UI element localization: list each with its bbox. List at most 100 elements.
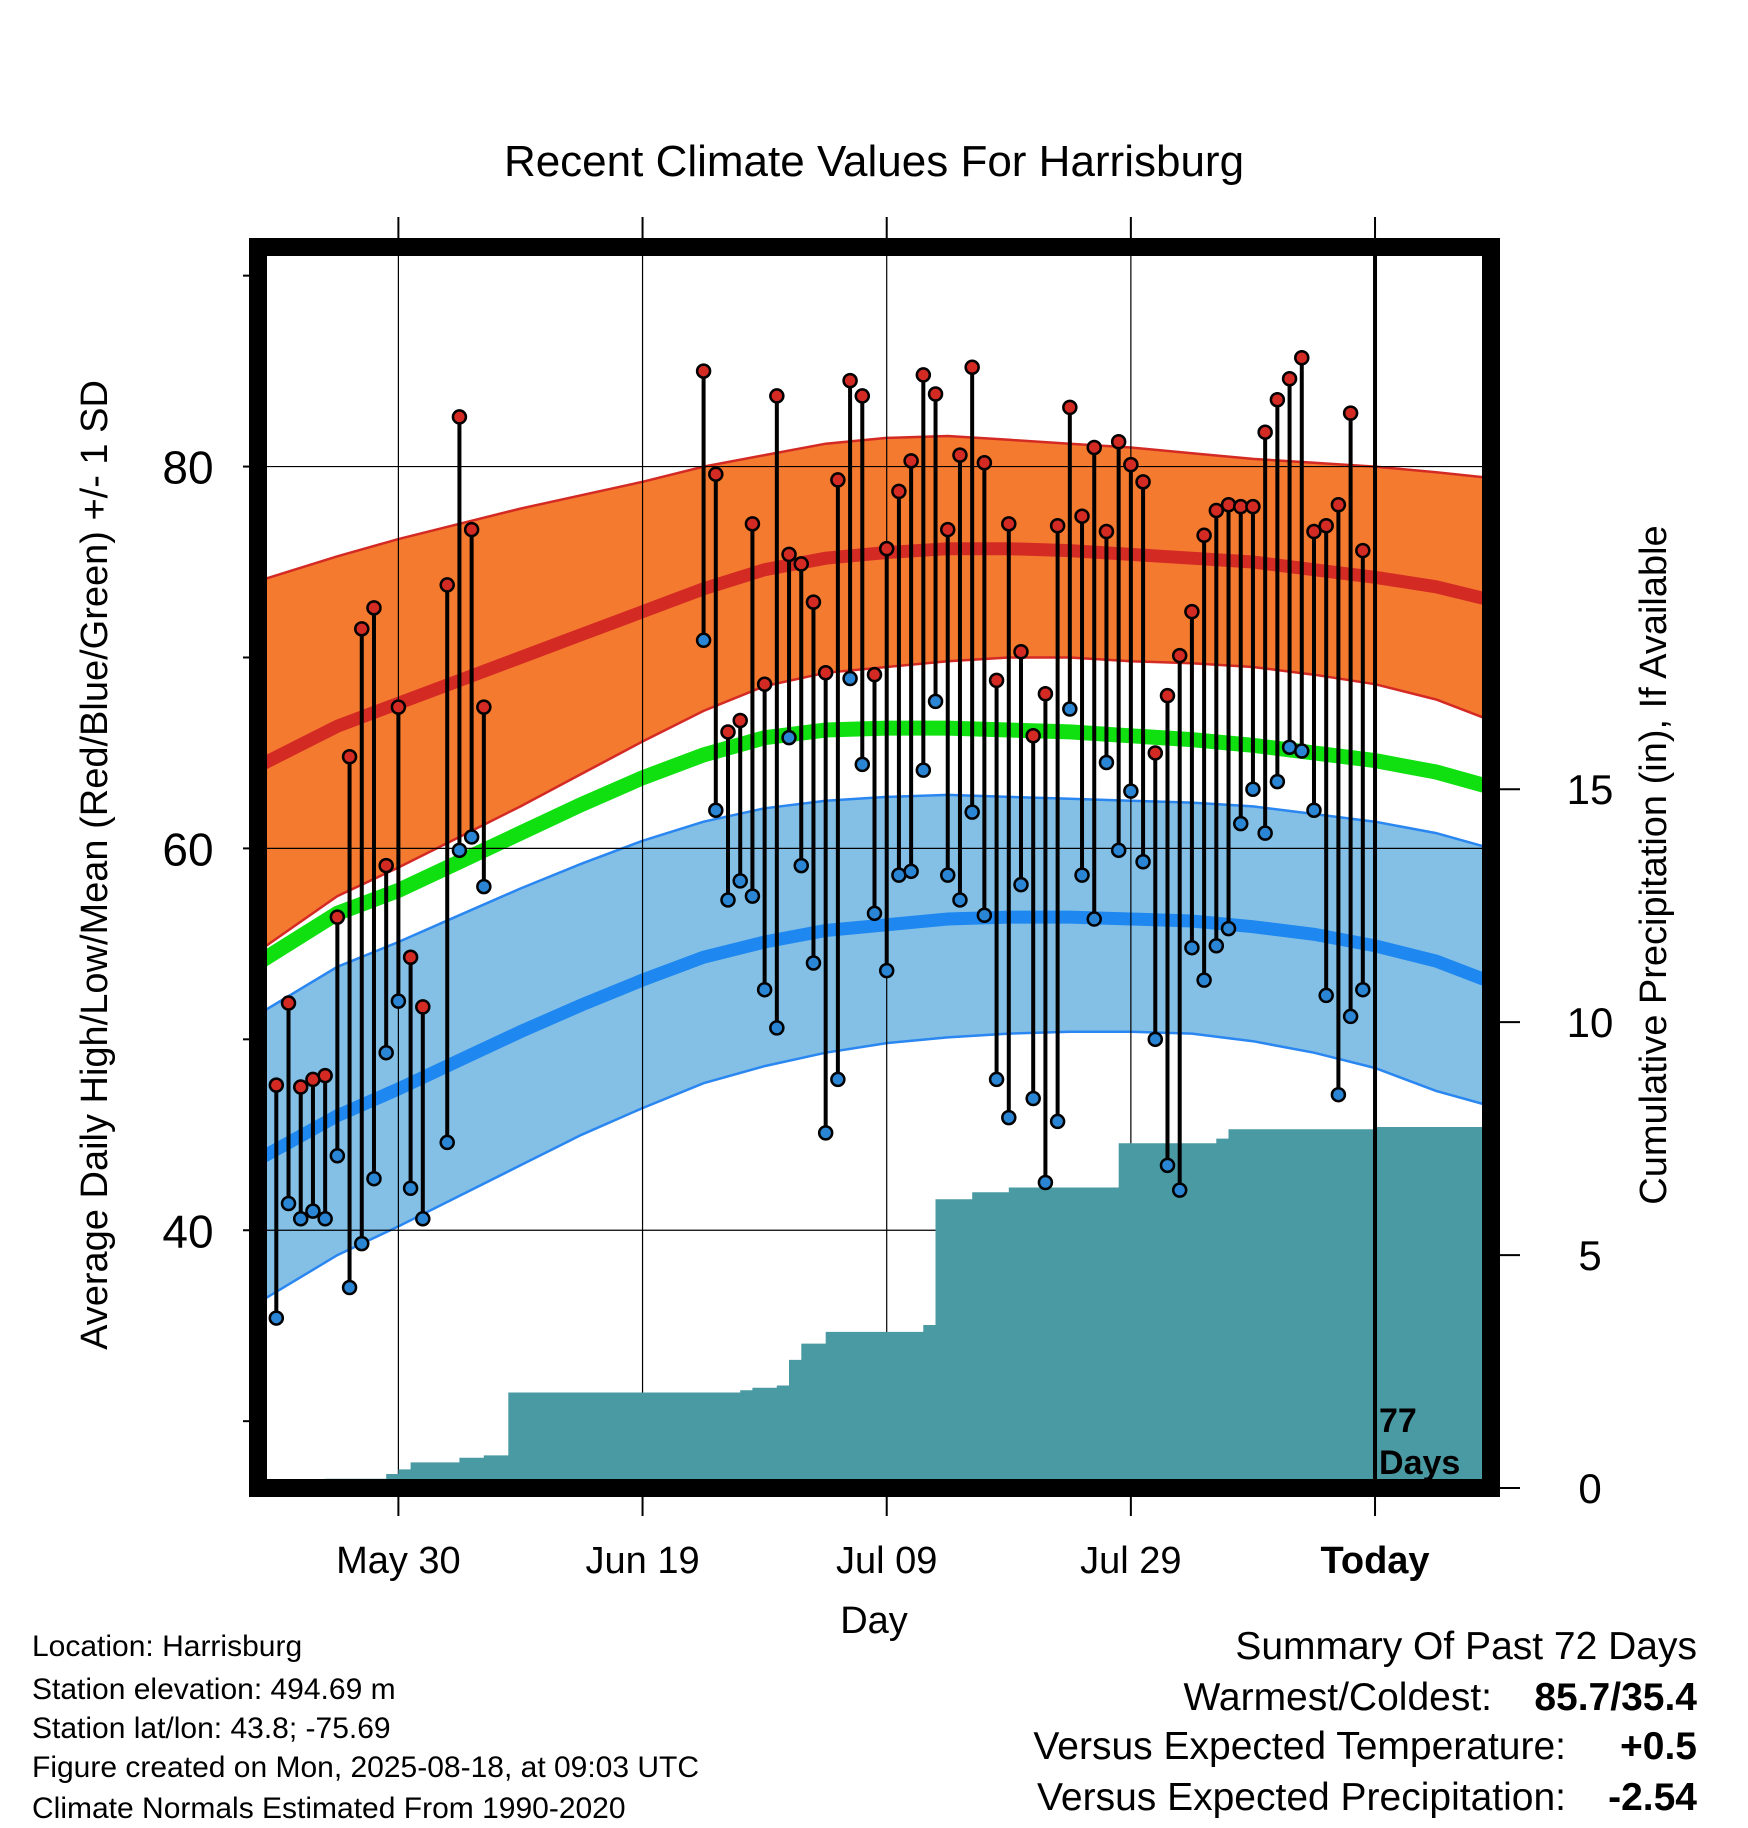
low-point — [1037, 1174, 1054, 1191]
high-point — [1330, 496, 1347, 513]
high-point — [878, 540, 895, 557]
low-point — [854, 756, 871, 773]
low-point — [1220, 920, 1237, 937]
y-tick-label-right: 10 — [1567, 999, 1614, 1046]
low-point — [1013, 876, 1029, 893]
high-point — [317, 1067, 333, 1084]
low-point — [329, 1148, 346, 1164]
low-point — [769, 1020, 785, 1036]
high-point — [1086, 439, 1102, 456]
high-point — [1281, 370, 1298, 387]
low-point — [842, 670, 858, 687]
y-tick-label-right: 15 — [1567, 766, 1614, 813]
low-point — [939, 867, 956, 883]
y-tick-label-right: 5 — [1578, 1232, 1601, 1279]
normals-text: Climate Normals Estimated From 1990-2020 — [32, 1792, 626, 1825]
x-tick-label: Today — [1320, 1540, 1429, 1582]
high-point — [1001, 516, 1017, 532]
low-point — [1086, 911, 1102, 927]
high-point — [1135, 474, 1151, 490]
low-point — [988, 1071, 1005, 1088]
low-point — [1123, 783, 1139, 799]
low-point — [378, 1044, 394, 1061]
warm-cold-value: 85.7/35.4 — [1534, 1676, 1697, 1719]
high-point — [1123, 456, 1139, 473]
high-point — [744, 516, 761, 532]
high-point — [1269, 391, 1286, 408]
today-days-label: Days — [1379, 1444, 1460, 1482]
low-point — [1330, 1086, 1347, 1103]
high-point — [1355, 542, 1371, 559]
high-point — [390, 699, 407, 715]
high-point — [268, 1077, 285, 1093]
high-point — [756, 676, 773, 692]
chart-title: Recent Climate Values For Harrisburg — [504, 137, 1244, 186]
high-point — [402, 949, 419, 965]
low-point — [1306, 802, 1322, 818]
high-point — [695, 363, 712, 379]
high-point — [976, 454, 993, 471]
high-point — [732, 712, 748, 729]
low-point — [1001, 1109, 1017, 1126]
summary-panel: Summary Of Past 72 Days Warmest/Coldest:… — [1033, 1625, 1697, 1819]
high-point — [903, 453, 919, 469]
high-point — [1257, 424, 1273, 440]
y-axis-right-label: Cumulative Precipitation (in), If Availa… — [1633, 525, 1675, 1204]
low-point — [1257, 825, 1273, 841]
plot-frame — [249, 238, 1500, 1497]
high-point — [720, 724, 736, 740]
high-point — [1159, 687, 1176, 704]
latlon-text: Station lat/lon: 43.8; -75.69 — [32, 1712, 391, 1745]
low-point — [1232, 815, 1249, 832]
low-point — [1294, 743, 1310, 759]
low-point — [976, 907, 993, 923]
low-point — [1074, 867, 1090, 883]
low-point — [695, 632, 712, 649]
high-point — [793, 556, 810, 572]
high-point — [769, 388, 785, 404]
high-point — [1184, 603, 1200, 620]
low-point — [1355, 981, 1371, 998]
x-tick-label: Jul 09 — [836, 1540, 937, 1582]
low-point — [1025, 1090, 1041, 1107]
low-point — [1245, 781, 1261, 797]
precip-value: -2.54 — [1608, 1776, 1697, 1819]
low-point — [927, 693, 944, 710]
high-point — [915, 367, 932, 383]
high-point — [952, 447, 968, 463]
low-point — [1171, 1182, 1188, 1198]
high-point — [1196, 527, 1212, 544]
low-point — [463, 829, 480, 845]
high-point — [1025, 728, 1041, 744]
low-point — [952, 892, 968, 908]
low-point — [830, 1071, 846, 1088]
low-point — [366, 1170, 382, 1187]
low-point — [1196, 972, 1212, 988]
high-point — [964, 359, 980, 376]
high-point — [708, 466, 724, 482]
y-tick-label-left: 60 — [162, 823, 213, 875]
y-tick-label-left: 40 — [162, 1205, 213, 1257]
high-point — [1074, 508, 1090, 524]
high-point — [891, 483, 907, 500]
high-point — [927, 386, 944, 402]
y-axis-left-label: Average Daily High/Low/Mean (Red/Blue/Gr… — [74, 380, 116, 1350]
low-point — [732, 873, 748, 889]
today-days-count: 77 — [1379, 1402, 1417, 1440]
high-point — [817, 665, 834, 681]
low-point — [280, 1195, 297, 1212]
precip-label: Versus Expected Precipitation: — [1037, 1776, 1566, 1819]
low-point — [341, 1279, 358, 1296]
high-point — [476, 699, 492, 715]
low-point — [292, 1211, 309, 1227]
x-tick-label: Jul 29 — [1080, 1540, 1181, 1582]
high-point — [1147, 745, 1164, 761]
warm-cold-label: Warmest/Coldest: — [1184, 1676, 1492, 1719]
low-point — [354, 1235, 370, 1252]
low-point — [903, 863, 919, 880]
x-tick-label: Jun 19 — [586, 1540, 700, 1582]
low-point — [1135, 854, 1151, 870]
low-point — [1147, 1031, 1164, 1048]
low-point — [390, 993, 407, 1009]
